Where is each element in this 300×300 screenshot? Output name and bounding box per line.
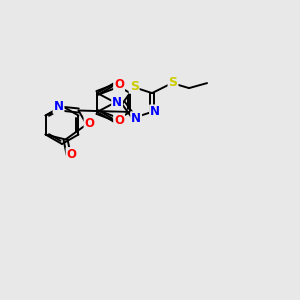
Text: N: N: [112, 96, 122, 109]
Text: O: O: [114, 78, 124, 91]
Text: N: N: [131, 112, 141, 125]
Text: N: N: [53, 100, 64, 113]
Text: N: N: [150, 105, 160, 119]
Text: O: O: [85, 117, 94, 130]
Text: O: O: [67, 148, 76, 161]
Text: S: S: [130, 80, 139, 93]
Text: S: S: [169, 76, 178, 88]
Text: O: O: [114, 114, 124, 127]
